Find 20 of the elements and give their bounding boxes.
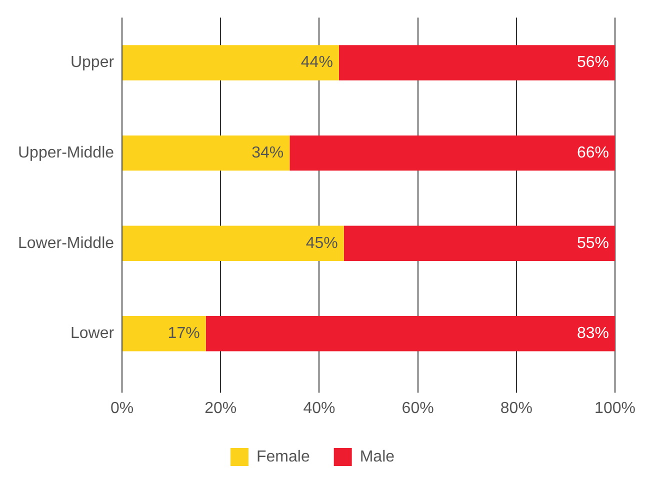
x-tick-label: 40%: [303, 400, 336, 417]
data-label: 83%: [576, 325, 609, 342]
data-label: 55%: [576, 234, 609, 252]
data-label: 17%: [168, 325, 200, 342]
y-tick-label: Lower: [70, 325, 115, 342]
x-tick-label: 60%: [402, 400, 434, 417]
x-tick-label: 0%: [110, 400, 134, 417]
y-tick-label: Lower-Middle: [18, 234, 114, 252]
x-tick-label: 80%: [500, 400, 532, 417]
data-label: 45%: [306, 234, 338, 252]
data-label: 34%: [252, 144, 284, 162]
data-label: 44%: [300, 54, 333, 72]
legend-label: Female: [256, 448, 310, 466]
y-tick-label: Upper-Middle: [18, 144, 114, 162]
data-label: 66%: [576, 144, 609, 162]
legend-label: Male: [360, 448, 395, 466]
data-label: 56%: [576, 54, 609, 72]
x-tick-label: 20%: [204, 400, 237, 417]
x-tick-label: 100%: [594, 400, 636, 417]
y-tick-label: Upper: [70, 54, 115, 72]
